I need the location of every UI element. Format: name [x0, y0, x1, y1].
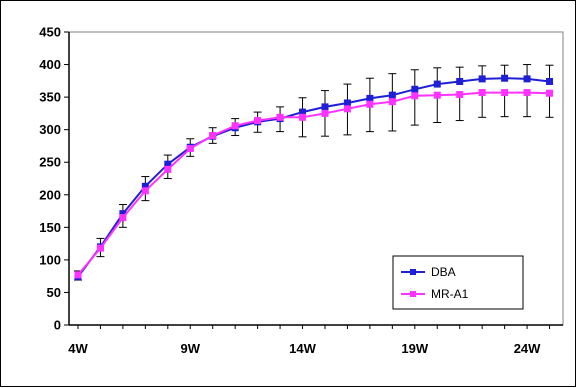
legend-label: DBA — [431, 265, 456, 279]
x-tick-label: 9W — [181, 341, 201, 356]
y-tick-label: 0 — [54, 318, 61, 333]
data-point-dba — [523, 75, 531, 83]
legend-box — [392, 255, 524, 310]
y-tick-label: 350 — [39, 90, 61, 105]
x-axis: 4W 9W 14W 19W 24W — [68, 324, 563, 356]
data-point-mr-a1 — [96, 244, 104, 252]
data-point-dba — [546, 77, 554, 85]
data-point-dba — [388, 91, 396, 99]
data-point-dba — [478, 75, 486, 83]
data-point-mr-a1 — [321, 109, 329, 117]
legend-swatch-marker — [410, 291, 416, 297]
legend-item-mr-a1: MR-A1 — [401, 287, 469, 301]
x-tick-label: 14W — [289, 341, 316, 356]
y-tick-label: 100 — [39, 252, 61, 267]
data-point-mr-a1 — [141, 187, 149, 195]
series-line-dba — [77, 77, 550, 278]
x-tick-label: 19W — [401, 341, 428, 356]
data-point-dba — [456, 77, 464, 85]
data-point-mr-a1 — [411, 92, 419, 100]
data-point-mr-a1 — [186, 145, 194, 153]
data-point-dba — [343, 99, 351, 107]
data-point-mr-a1 — [456, 91, 464, 99]
data-point-mr-a1 — [523, 89, 531, 97]
data-point-dba — [501, 74, 509, 82]
x-tick-label: 4W — [68, 341, 88, 356]
data-point-mr-a1 — [433, 91, 441, 99]
y-tick-label: 250 — [39, 155, 61, 170]
series-group — [74, 74, 554, 281]
data-point-mr-a1 — [209, 132, 217, 140]
series-line-mr-a1 — [77, 91, 550, 276]
data-point-mr-a1 — [546, 89, 554, 97]
y-tick-label: 150 — [39, 220, 61, 235]
data-point-mr-a1 — [343, 105, 351, 113]
x-tick-label: 24W — [514, 341, 541, 356]
data-point-mr-a1 — [388, 98, 396, 106]
data-point-mr-a1 — [231, 122, 239, 130]
y-tick-label: 400 — [39, 57, 61, 72]
legend-label: MR-A1 — [431, 287, 469, 301]
y-tick-label: 50 — [47, 285, 61, 300]
data-point-mr-a1 — [299, 113, 307, 121]
legend: DBA MR-A1 — [392, 255, 524, 310]
data-point-dba — [411, 85, 419, 93]
data-point-mr-a1 — [501, 89, 509, 97]
data-point-mr-a1 — [478, 89, 486, 97]
data-point-dba — [366, 94, 374, 102]
data-point-dba — [321, 103, 329, 111]
data-point-mr-a1 — [164, 165, 172, 173]
legend-item-dba: DBA — [401, 265, 456, 279]
y-tick-label: 450 — [39, 25, 61, 40]
y-tick-label: 200 — [39, 187, 61, 202]
legend-swatch-marker — [410, 269, 416, 275]
y-axis: 0 50 100 150 200 250 300 350 400 450 — [39, 25, 70, 333]
data-point-dba — [433, 80, 441, 88]
data-point-mr-a1 — [119, 214, 127, 222]
data-point-mr-a1 — [254, 117, 262, 125]
data-point-mr-a1 — [276, 113, 284, 121]
data-point-mr-a1 — [74, 271, 82, 279]
data-point-mr-a1 — [366, 100, 374, 108]
y-tick-label: 300 — [39, 122, 61, 137]
